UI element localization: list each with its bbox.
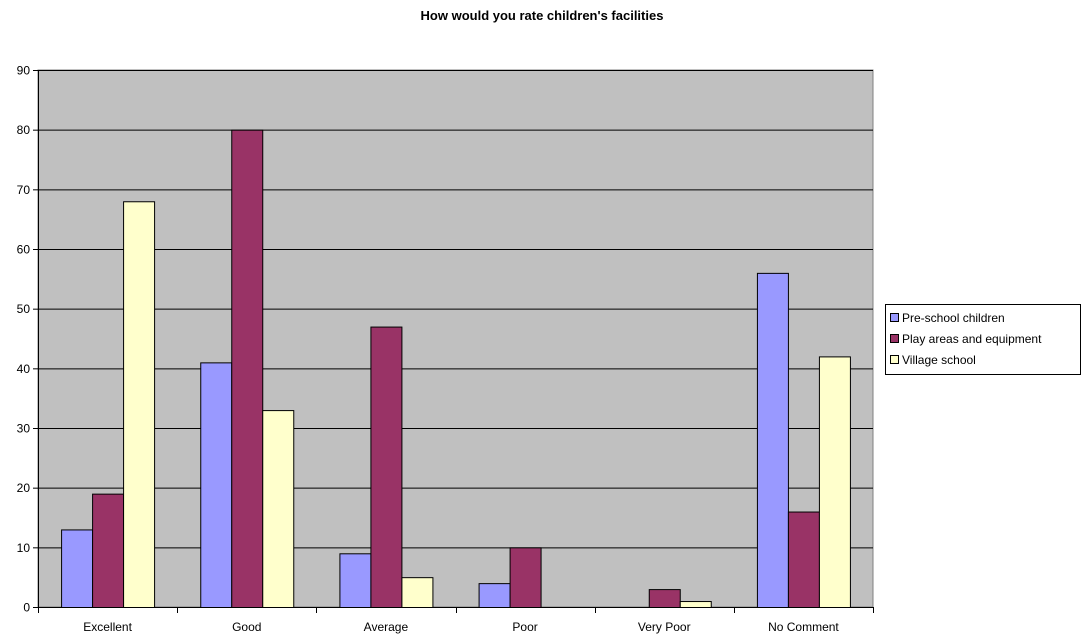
x-tick-label: Average	[364, 620, 409, 634]
bar-2	[787, 511, 820, 608]
x-tick-label: Poor	[512, 620, 537, 634]
bar-2	[92, 493, 125, 608]
bar-2	[648, 589, 681, 608]
y-tick-label: 30	[17, 422, 31, 436]
y-tick-label: 40	[17, 362, 31, 376]
legend-swatch	[890, 334, 899, 343]
legend-swatch	[890, 355, 899, 364]
bar-1	[200, 362, 233, 608]
y-axis-ticks: 0 10 20 30 40 50 60 70 80 90	[17, 64, 38, 615]
y-tick-label: 90	[17, 64, 31, 78]
bar-3	[401, 577, 434, 609]
bar-3	[123, 201, 156, 608]
bar-1	[478, 583, 511, 609]
y-tick-label: 20	[17, 481, 31, 495]
legend-entry: Pre-school children	[902, 311, 1005, 325]
y-tick-label: 0	[23, 601, 30, 615]
bar-3	[262, 410, 295, 608]
y-tick-label: 10	[17, 541, 31, 555]
gridlines	[38, 70, 873, 549]
y-tick-label: 50	[17, 302, 31, 316]
legend-entry: Play areas and equipment	[902, 332, 1042, 346]
x-axis-ticks: Excellent Good Average Poor Very Poor No Comm…	[38, 607, 874, 634]
bars	[61, 129, 851, 609]
y-tick-label: 60	[17, 243, 31, 257]
plot-area	[37, 69, 874, 608]
bar-2	[231, 129, 264, 609]
bar-2	[509, 547, 542, 608]
x-tick-label: No Comment	[768, 620, 839, 634]
legend-box	[885, 304, 1081, 375]
chart-title: How would you rate children's facilities	[421, 8, 664, 23]
bar-2	[370, 326, 403, 608]
x-tick-label: Excellent	[83, 620, 132, 634]
y-tick-label: 70	[17, 183, 31, 197]
bar-1	[339, 553, 372, 608]
legend-entry: Village school	[902, 353, 976, 367]
bar-3	[818, 356, 851, 608]
bar-1	[61, 529, 94, 609]
bar-1	[756, 272, 789, 608]
x-tick-label: Very Poor	[638, 620, 691, 634]
x-tick-label: Good	[232, 620, 261, 634]
legend: Pre-school children Play areas and equipm…	[885, 304, 1081, 375]
legend-swatch	[890, 313, 899, 322]
y-tick-label: 80	[17, 123, 31, 137]
bar-3	[679, 601, 712, 608]
